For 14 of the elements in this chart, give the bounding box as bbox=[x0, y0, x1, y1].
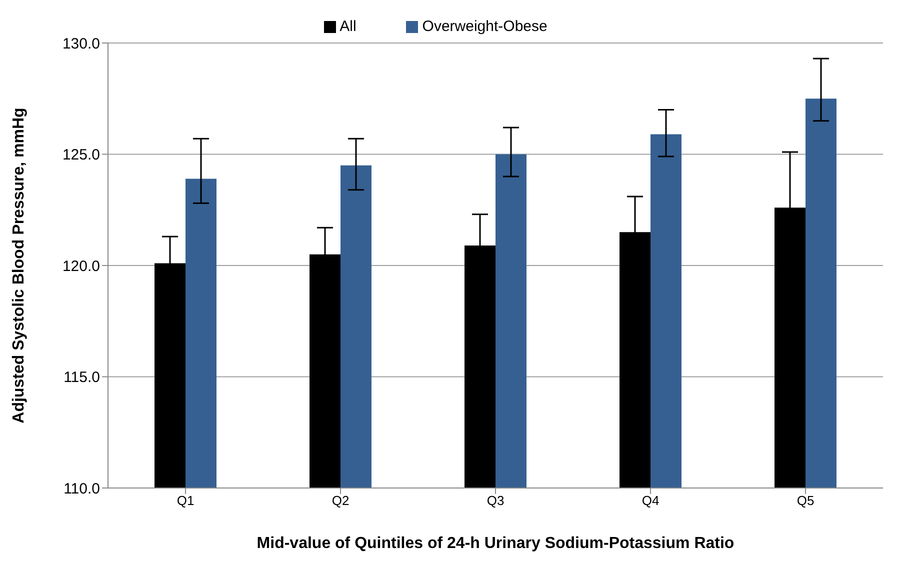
y-tick-label: 115.0 bbox=[64, 369, 100, 386]
x-tick-label: Q4 bbox=[642, 493, 660, 508]
x-tick-label: Q5 bbox=[796, 493, 814, 508]
legend-label: All bbox=[340, 18, 356, 35]
y-tick-label: 120.0 bbox=[62, 258, 100, 275]
y-axis-title: Adjusted Systolic Blood Pressure, mmHg bbox=[10, 108, 28, 424]
x-tick-label: Q1 bbox=[176, 493, 194, 508]
legend-label: Overweight-Obese bbox=[422, 18, 548, 35]
x-tick-label: Q2 bbox=[332, 493, 350, 508]
y-tick-label: 110.0 bbox=[64, 480, 100, 498]
x-axis-title: Mid-value of Quintiles of 24-h Urinary Sodium-Potassium Ratio bbox=[256, 535, 734, 552]
y-tick-label: 125.0 bbox=[62, 146, 100, 164]
y-tick-label: 130.0 bbox=[62, 35, 100, 52]
x-tick-label: Q3 bbox=[486, 493, 504, 508]
